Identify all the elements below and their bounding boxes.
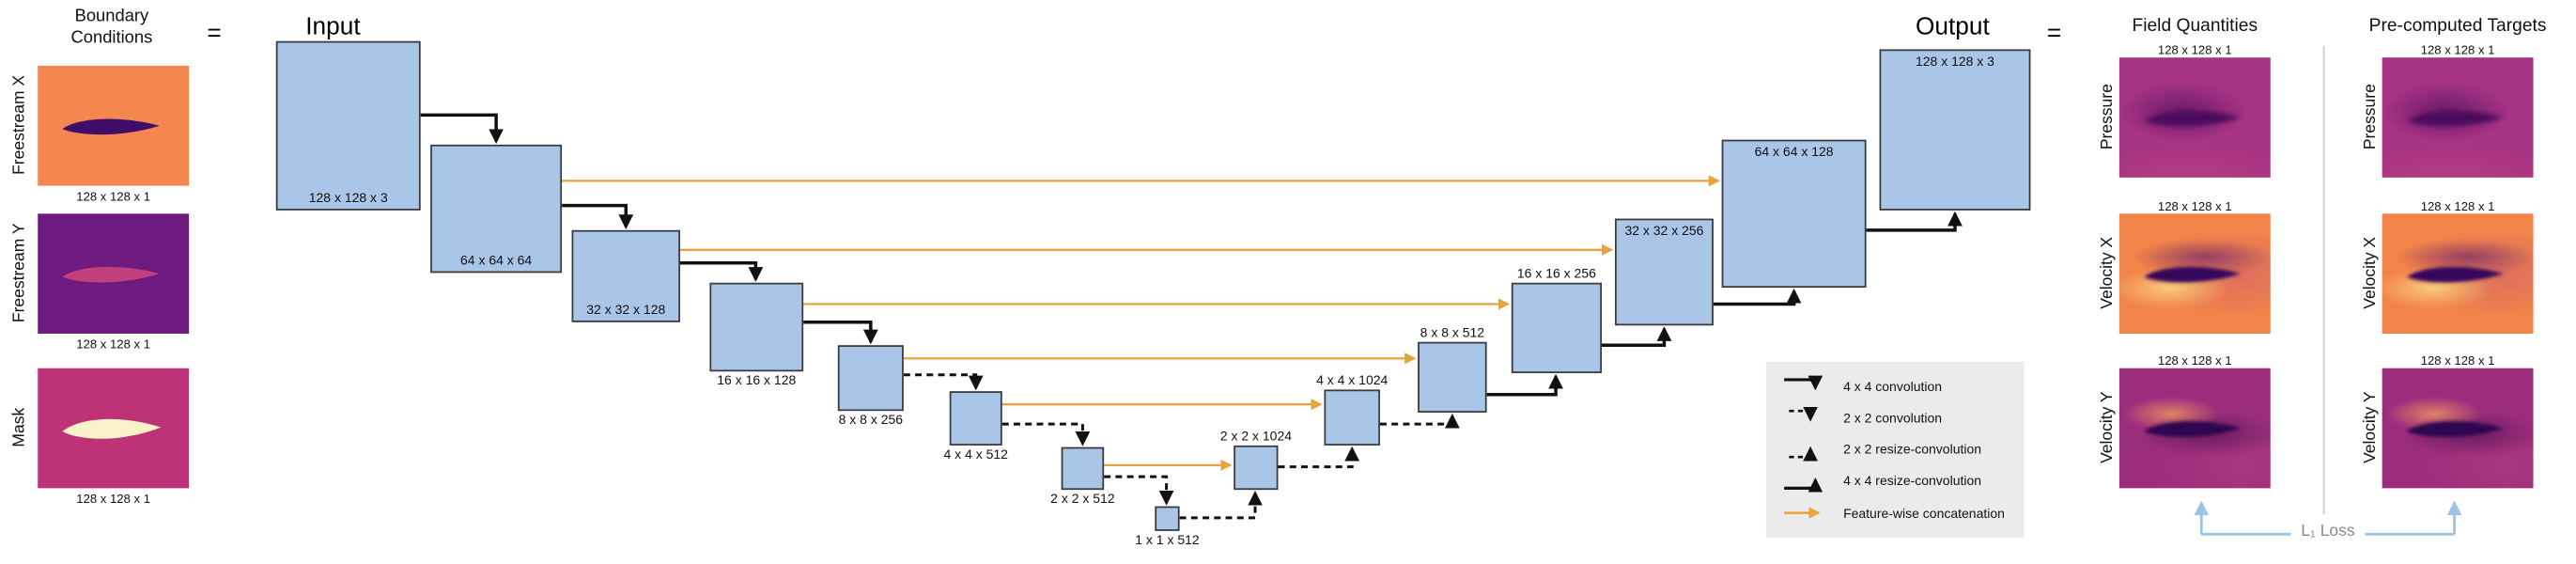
airfoil-shape xyxy=(2406,110,2505,127)
resize-conv-2x2-icon xyxy=(1789,445,1818,461)
field-quantities-title: Field Quantities xyxy=(2132,16,2258,37)
legend-item: Feature-wise concatenation xyxy=(1782,501,2008,524)
unet-block-2x2x1024: 2 x 2 x 1024 xyxy=(1220,429,1292,491)
size-label: 128 x 128 x 1 xyxy=(76,337,151,352)
airfoil-shape xyxy=(62,418,162,439)
size-label: 128 x 128 x 1 xyxy=(76,491,151,507)
mask-label: Mask xyxy=(10,407,29,447)
resize-conv-4x4-icon xyxy=(1784,477,1823,493)
airfoil-shape xyxy=(62,118,160,135)
airfoil-shape xyxy=(2144,110,2242,127)
skip-connections xyxy=(562,175,1720,472)
freestream-x-label: Freestream X xyxy=(10,74,29,175)
conv-2x2-icon xyxy=(1789,407,1818,422)
size-label: 128 x 128 x 1 xyxy=(2157,42,2232,58)
decoder-resize-arrows xyxy=(1179,211,1963,520)
equals-sign-left: = xyxy=(207,19,222,48)
airfoil-shape xyxy=(2406,421,2505,437)
boundary-conditions-title: Boundary Conditions xyxy=(70,6,153,47)
unet-block-64x64x128: 64 x 64 x 128 xyxy=(1721,139,1867,289)
input-label: Input xyxy=(305,12,361,41)
size-label: 128 x 128 x 1 xyxy=(2420,352,2495,368)
equals-sign-right: = xyxy=(2046,19,2062,48)
size-label: 128 x 128 x 1 xyxy=(2157,352,2232,368)
velocity-y-output-image xyxy=(2118,368,2271,489)
velocity-x-output-image xyxy=(2118,213,2271,334)
airfoil-shape xyxy=(2144,421,2242,437)
airfoil-shape xyxy=(2144,266,2242,283)
legend-box: 4 x 4 convolution 2 x 2 convolution 2 x … xyxy=(1765,361,2025,538)
unet-block-32x32x128: 32 x 32 x 128 xyxy=(571,229,680,322)
airfoil-shape xyxy=(2406,266,2505,283)
velocity-y-target-label: Velocity Y xyxy=(2361,391,2381,463)
unet-block-128x128x3-input: 128 x 128 x 3 xyxy=(275,40,421,211)
freestream-x-image xyxy=(38,65,190,186)
conv-4x4-icon xyxy=(1784,375,1823,391)
unet-block-32x32x256: 32 x 32 x 256 xyxy=(1614,218,1714,326)
pressure-label: Pressure xyxy=(2098,84,2118,150)
unet-block-4x4x1024: 4 x 4 x 1024 xyxy=(1316,373,1388,446)
legend-item: 4 x 4 convolution xyxy=(1782,375,2008,398)
size-label: 128 x 128 x 1 xyxy=(2420,198,2495,214)
unet-block-16x16x128: 16 x 16 x 128 xyxy=(709,282,804,388)
unet-block-64x64x64: 64 x 64 x 64 xyxy=(430,144,563,274)
unet-block-2x2x512: 2 x 2 x 512 xyxy=(1050,446,1115,507)
unet-block-1x1x512-bottleneck: 1 x 1 x 512 xyxy=(1135,506,1200,547)
velocity-y-label: Velocity Y xyxy=(2098,391,2118,463)
legend-item: 4 x 4 resize-convolution xyxy=(1782,470,2008,493)
encoder-conv-arrows xyxy=(420,113,1174,506)
velocity-x-label: Velocity X xyxy=(2098,236,2118,309)
pressure-target-label: Pressure xyxy=(2361,84,2381,150)
size-label: 128 x 128 x 1 xyxy=(2157,198,2232,214)
concatenation-icon xyxy=(1784,507,1821,519)
size-label: 128 x 128 x 1 xyxy=(2420,42,2495,58)
unet-block-8x8x512: 8 x 8 x 512 xyxy=(1418,325,1487,413)
column-divider xyxy=(2322,45,2325,515)
output-label: Output xyxy=(1916,12,1990,41)
l1-loss-label: L₁ Loss xyxy=(2290,523,2366,541)
pre-computed-targets-title: Pre-computed Targets xyxy=(2368,16,2547,37)
freestream-y-label: Freestream Y xyxy=(10,223,29,323)
airfoil-shape xyxy=(62,266,160,283)
size-label: 128 x 128 x 1 xyxy=(76,189,151,204)
pressure-target-image xyxy=(2382,57,2534,178)
legend-item: 2 x 2 convolution xyxy=(1782,406,2008,429)
unet-block-8x8x256: 8 x 8 x 256 xyxy=(837,345,904,428)
freestream-y-image xyxy=(38,213,190,334)
legend-item: 2 x 2 resize-convolution xyxy=(1782,438,2008,461)
pressure-output-image xyxy=(2118,57,2271,178)
velocity-x-target-label: Velocity X xyxy=(2361,236,2381,309)
mask-image xyxy=(38,368,190,489)
unet-block-16x16x256: 16 x 16 x 256 xyxy=(1511,266,1603,373)
unet-block-4x4x512: 4 x 4 x 512 xyxy=(944,391,1008,462)
unet-block-128x128x3-output: 128 x 128 x 3 xyxy=(1879,49,2031,211)
velocity-x-target-image xyxy=(2382,213,2534,334)
velocity-y-target-image xyxy=(2382,368,2534,489)
